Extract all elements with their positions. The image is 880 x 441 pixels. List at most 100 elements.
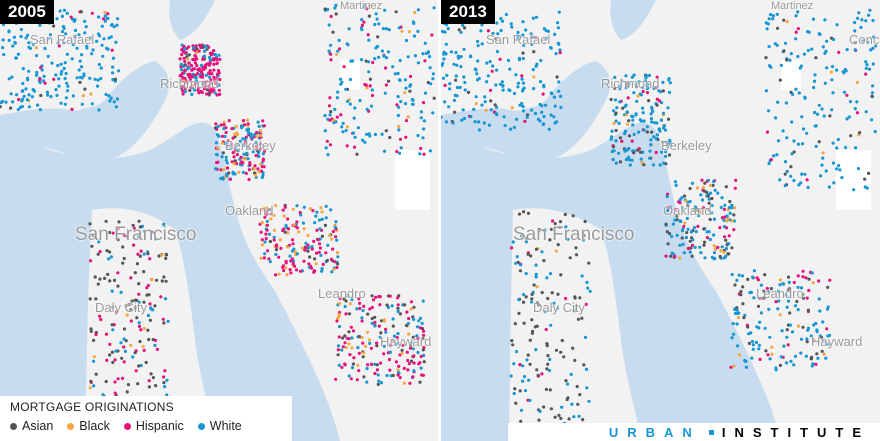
mortgage-dot <box>534 272 538 276</box>
mortgage-dot <box>460 118 464 122</box>
mortgage-dot <box>522 210 526 214</box>
mortgage-dot <box>80 102 84 106</box>
mortgage-dot <box>49 95 53 99</box>
mortgage-dot <box>818 309 822 313</box>
mortgage-dot <box>409 343 413 348</box>
mortgage-dot <box>365 7 369 11</box>
mortgage-dot <box>335 319 339 323</box>
mortgage-dot <box>614 111 618 115</box>
mortgage-dot <box>106 16 110 20</box>
mortgage-dot <box>142 252 146 256</box>
mortgage-dot <box>510 246 514 250</box>
mortgage-dot <box>268 260 272 264</box>
mortgage-dot <box>113 391 117 395</box>
mortgage-dot <box>728 199 732 204</box>
mortgage-dot <box>104 92 108 97</box>
mortgage-dot <box>727 206 731 210</box>
mortgage-dot <box>813 110 817 115</box>
mortgage-dot <box>291 259 295 263</box>
mortgage-dot <box>813 124 817 128</box>
mortgage-dot <box>625 110 629 114</box>
mortgage-dot <box>223 134 227 139</box>
mortgage-dot <box>395 103 399 107</box>
mortgage-dot <box>559 416 563 420</box>
mortgage-dot <box>448 82 452 86</box>
mortgage-dot <box>827 185 831 189</box>
mortgage-dot <box>776 289 780 293</box>
mortgage-dot <box>673 218 677 222</box>
mortgage-dot <box>214 122 218 126</box>
mortgage-dot <box>265 206 269 210</box>
mortgage-dot <box>684 199 688 203</box>
mortgage-dot <box>396 332 400 336</box>
mortgage-dot <box>63 102 67 106</box>
mortgage-dot <box>111 231 115 235</box>
mortgage-dot <box>11 44 15 48</box>
mortgage-dot <box>60 69 64 73</box>
mortgage-dot <box>103 10 107 14</box>
mortgage-dot <box>378 303 382 307</box>
mortgage-dot <box>457 56 461 60</box>
mortgage-dot <box>299 213 303 217</box>
mortgage-dot <box>696 224 700 228</box>
mortgage-dot <box>400 29 404 33</box>
mortgage-dot <box>351 362 355 366</box>
mortgage-dot <box>694 207 698 211</box>
mortgage-dot <box>723 235 727 239</box>
mortgage-dot <box>182 79 186 83</box>
mortgage-dot <box>690 243 694 247</box>
mortgage-dot <box>347 330 351 334</box>
mortgage-dot <box>255 149 259 153</box>
mortgage-dot <box>652 121 657 125</box>
mortgage-dot <box>703 256 707 260</box>
mortgage-dot <box>767 109 771 113</box>
mortgage-dot <box>782 18 786 22</box>
mortgage-dot <box>585 280 589 284</box>
mortgage-dot <box>22 94 26 98</box>
mortgage-dot <box>358 301 362 305</box>
mortgage-dot <box>384 83 388 87</box>
mortgage-dot <box>520 101 524 106</box>
mortgage-dot <box>96 282 100 286</box>
mortgage-dot <box>146 328 150 332</box>
mortgage-dot <box>397 364 401 368</box>
mortgage-dot <box>680 206 685 210</box>
mortgage-dot <box>553 32 557 37</box>
mortgage-dot <box>285 273 289 277</box>
city-label-richmond: Richmond <box>160 76 219 91</box>
mortgage-dot <box>55 93 59 97</box>
mortgage-dot <box>258 129 263 133</box>
mortgage-dot <box>91 233 95 237</box>
mortgage-dot <box>99 77 103 81</box>
mortgage-dot <box>89 259 93 263</box>
city-label-leandro: Leandro <box>318 286 366 301</box>
mortgage-dot <box>624 113 628 117</box>
mortgage-dot <box>59 72 63 76</box>
mortgage-dot <box>309 266 314 270</box>
mortgage-dot <box>63 76 67 81</box>
mortgage-dot <box>645 130 649 134</box>
mortgage-dot <box>499 17 503 21</box>
mortgage-dot <box>774 368 778 372</box>
city-label-daly-city: Daly City <box>533 300 586 315</box>
mortgage-dot <box>765 27 769 31</box>
mortgage-dot <box>65 11 69 15</box>
mortgage-dot <box>874 44 878 48</box>
mortgage-dot <box>534 275 538 279</box>
mortgage-dot <box>396 373 400 377</box>
mortgage-dot <box>203 84 207 88</box>
mortgage-dot <box>855 100 859 104</box>
mortgage-dot <box>631 118 635 122</box>
mortgage-dot <box>202 82 207 86</box>
mortgage-dot <box>398 376 402 380</box>
mortgage-dot <box>842 90 847 94</box>
mortgage-dot <box>528 362 532 366</box>
mortgage-dot <box>526 211 531 215</box>
mortgage-dot <box>337 38 341 43</box>
mortgage-dot <box>380 132 384 136</box>
mortgage-dot <box>112 25 116 29</box>
mortgage-dot <box>641 85 645 90</box>
mortgage-dot <box>792 363 796 367</box>
mortgage-dot <box>391 65 395 69</box>
mortgage-dot <box>705 190 709 194</box>
